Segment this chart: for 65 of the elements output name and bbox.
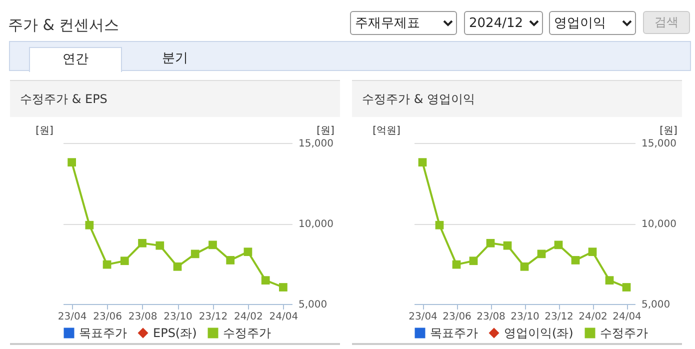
y-axis-title: [원] xyxy=(36,126,54,136)
x-tick-label: 24/04 xyxy=(269,312,298,322)
point xyxy=(138,238,146,248)
x-tick-label: 23/04 xyxy=(408,312,438,322)
chart-title: 수정주가 & 영업이익 xyxy=(352,80,682,117)
text: 영업이익 xyxy=(549,11,636,35)
point xyxy=(554,240,563,250)
point xyxy=(435,220,444,230)
y2-tick-label: 15,000 xyxy=(298,138,334,150)
x-tick-label: 24/02 xyxy=(234,312,263,322)
x-tick-label: 23/12 xyxy=(198,312,228,322)
legend-label: 목표주가 xyxy=(430,326,478,340)
point xyxy=(156,241,164,250)
point xyxy=(85,220,94,230)
point xyxy=(588,248,597,256)
point xyxy=(120,256,129,266)
point xyxy=(418,158,427,167)
x-tick-label: 24/02 xyxy=(578,312,608,322)
point xyxy=(226,256,235,264)
point xyxy=(520,262,529,271)
x-tick-label: 23/08 xyxy=(128,312,158,322)
point xyxy=(486,238,495,248)
legend-label: 수정주가 xyxy=(600,326,648,340)
y2-tick-label: 5,000 xyxy=(298,300,328,310)
x-tick-label: 23/12 xyxy=(544,312,574,322)
y2-tick-label: 15,000 xyxy=(642,138,676,150)
legend-label: 목표주가 xyxy=(79,326,127,340)
legend-label: 영업이익(좌) xyxy=(504,326,574,340)
text: 2024/12 xyxy=(464,11,543,35)
point xyxy=(208,240,217,250)
y-axis-title: [억원] xyxy=(372,126,400,136)
y2-axis-title: [원] xyxy=(660,126,678,136)
point xyxy=(469,256,478,266)
point xyxy=(261,276,270,285)
text: 연간 xyxy=(29,47,122,72)
x-tick-label: 23/08 xyxy=(476,312,506,322)
point xyxy=(68,158,76,167)
point xyxy=(102,260,112,269)
point xyxy=(622,283,631,292)
point xyxy=(605,276,614,285)
point xyxy=(503,241,512,250)
text: 주재무제표 xyxy=(350,11,457,35)
x-tick-label: 24/04 xyxy=(612,312,642,322)
y2-axis-title: [원] xyxy=(316,126,334,136)
x-tick-label: 23/10 xyxy=(510,312,540,322)
point xyxy=(571,256,580,264)
y2-tick-label: 10,000 xyxy=(298,219,334,230)
point xyxy=(452,260,461,269)
point xyxy=(279,283,288,292)
y2-tick-label: 10,000 xyxy=(642,219,676,230)
point xyxy=(244,248,252,256)
text: 검색 xyxy=(643,11,690,34)
x-tick-label: 23/10 xyxy=(164,312,192,322)
point xyxy=(190,250,200,258)
point xyxy=(173,262,182,271)
x-tick-label: 23/06 xyxy=(93,312,122,322)
legend-label: 수정주가 xyxy=(223,326,271,340)
text: 주가 & 컨센서스 xyxy=(8,16,120,35)
y2-tick-label: 5,000 xyxy=(642,300,670,310)
chart-title: 수정주가 & EPS xyxy=(10,80,340,117)
legend-label: EPS(좌) xyxy=(153,326,197,340)
x-tick-label: 23/06 xyxy=(442,312,472,322)
point xyxy=(537,250,546,258)
x-tick-label: 23/04 xyxy=(58,312,87,322)
text: 분기 xyxy=(161,50,189,68)
